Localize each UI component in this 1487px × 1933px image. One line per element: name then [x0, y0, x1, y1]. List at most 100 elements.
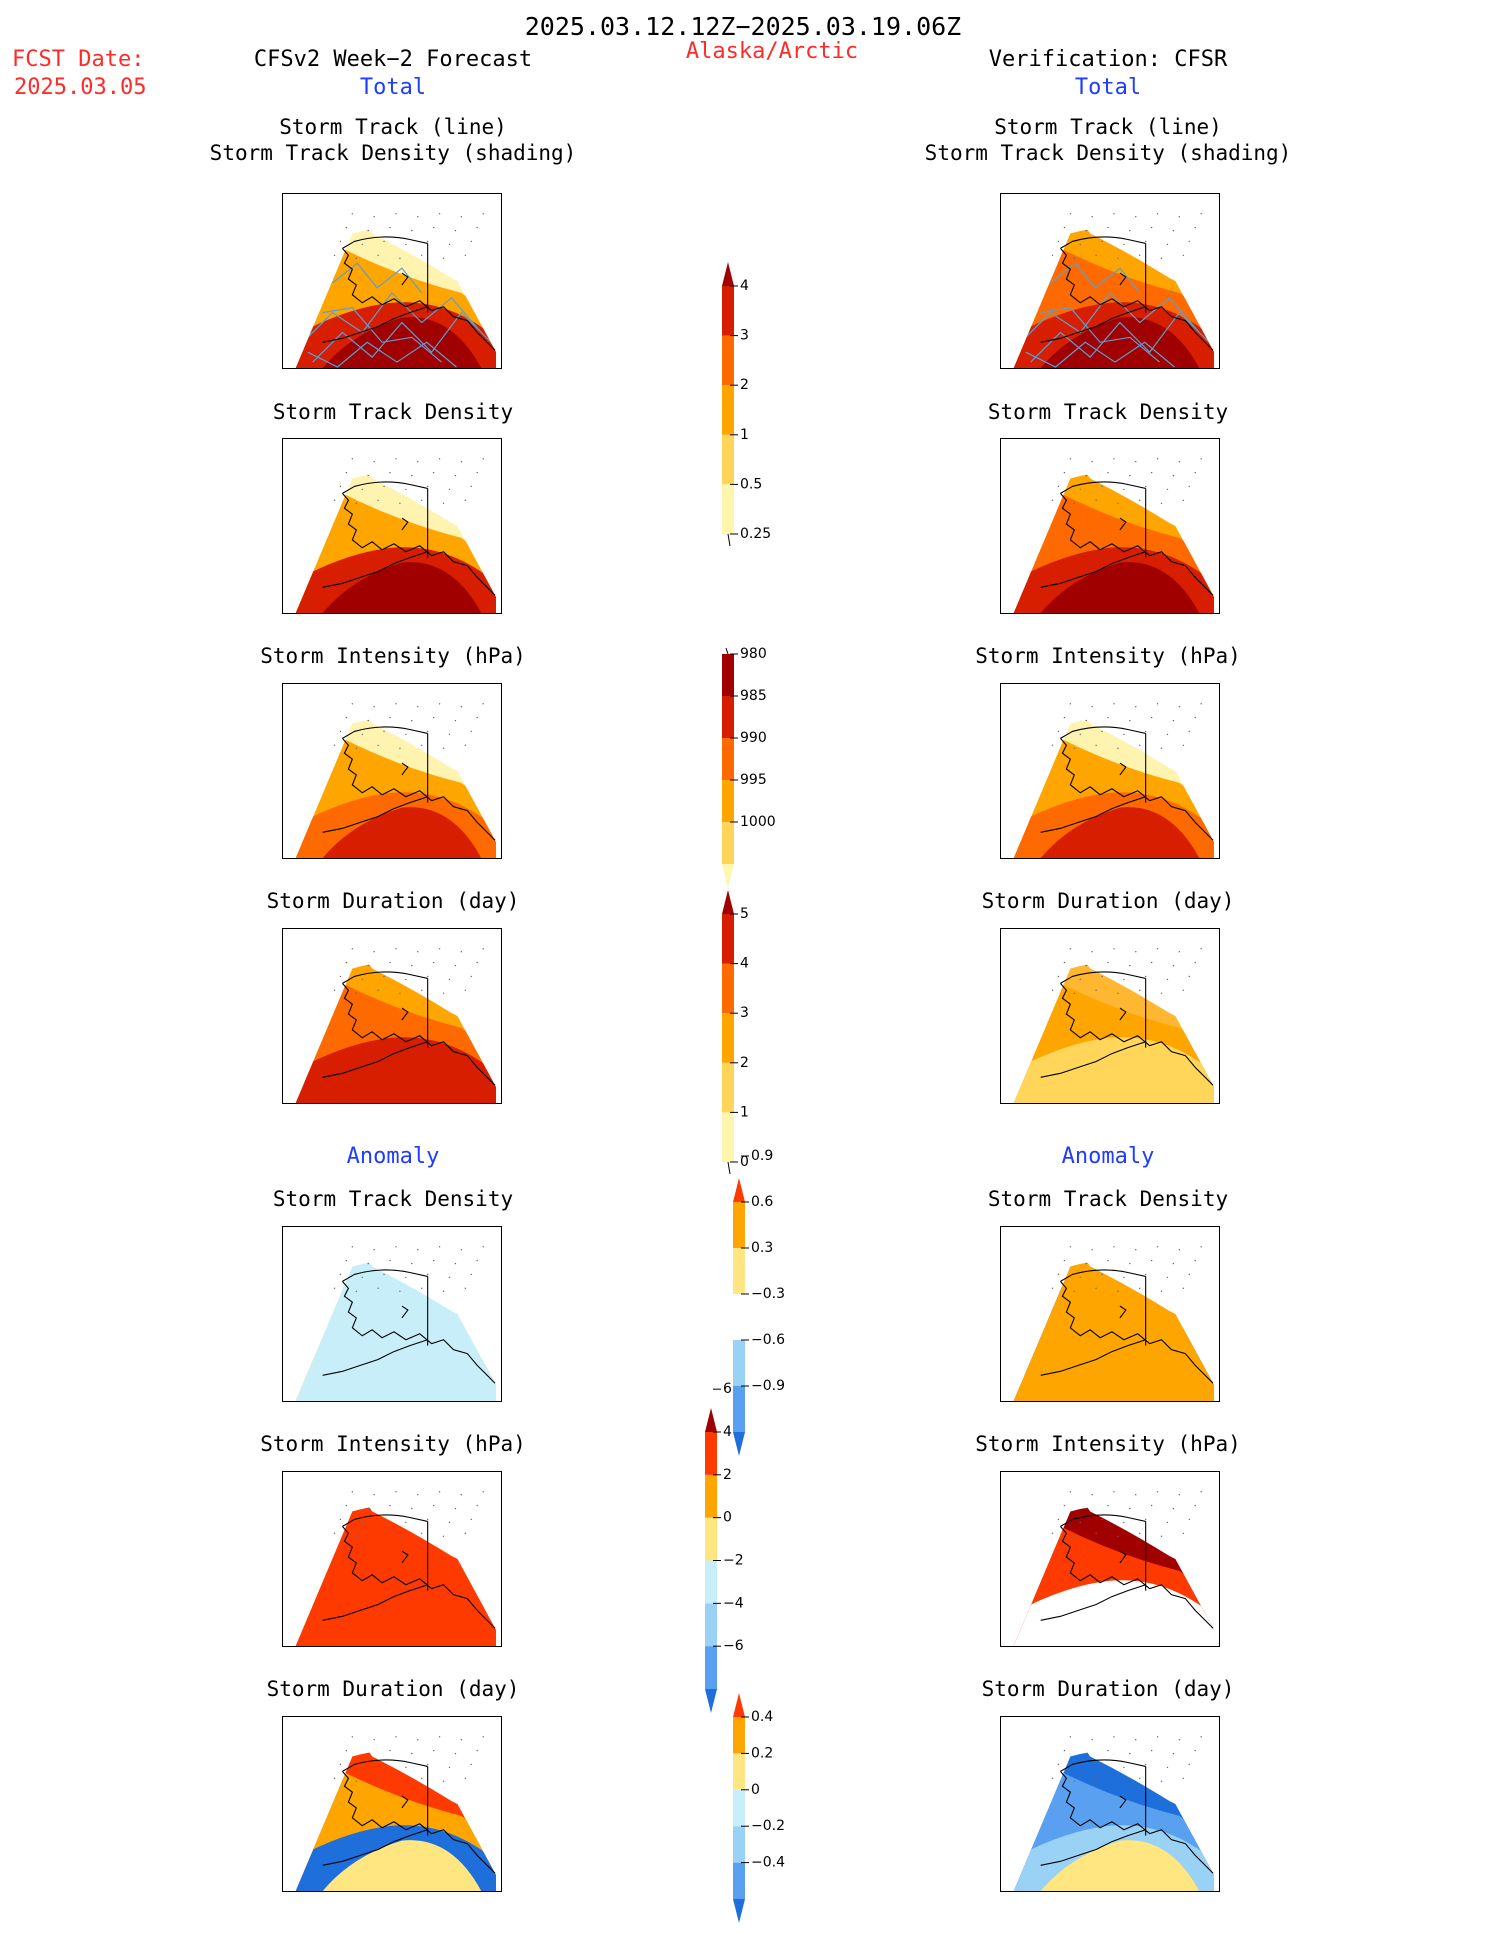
colorbar-label: 5: [740, 906, 749, 922]
colorbar-segment: [722, 738, 734, 780]
colorbar-label: 1: [740, 427, 749, 443]
title-duration-right: Storm Duration (day): [981, 889, 1235, 913]
title-density-right: Storm Track Density: [987, 400, 1229, 424]
shading-layer: [1040, 1840, 1200, 1891]
map-verification-anomaly-intensity: [1000, 1471, 1220, 1647]
map-forecast-duration: [282, 928, 502, 1104]
colorbar-density: 0.25 0.5 1 2 3 4: [722, 262, 802, 550]
map-verification-anomaly-duration: [1000, 1716, 1220, 1892]
storm-track-lines: [1020, 227, 1210, 368]
colorbar-segment: [733, 1753, 745, 1790]
colorbar-segment: [705, 1646, 717, 1689]
coastline: [322, 726, 496, 841]
colorbar-segment: [722, 335, 734, 386]
coastline: [1040, 481, 1214, 596]
title-anom-intensity-right: Storm Intensity (hPa): [975, 1432, 1241, 1456]
map-forecast-track-density: [282, 193, 502, 369]
colorbar-label: −0.2: [751, 1818, 785, 1834]
colorbar-duration: 0 1 2 3 4 5: [722, 890, 802, 1178]
colorbar-segment: [722, 484, 734, 534]
colorbar-anomaly-duration: −0.4 −0.2 0 0.2 0.4: [733, 1693, 813, 1933]
colorbar-anomaly-intensity: −6 −4 −2 0 2 4 6: [705, 1381, 785, 1723]
colorbar-label: 6: [723, 1381, 732, 1397]
colorbar-segment: [705, 1517, 717, 1561]
map-forecast-anomaly-density: [282, 1226, 502, 1402]
coastline: [1040, 236, 1214, 351]
title-anom-density-right: Storm Track Density: [987, 1187, 1229, 1211]
colorbar-segment: [722, 696, 734, 738]
colorbar-segment: [722, 780, 734, 822]
map-verification-duration: [1000, 928, 1220, 1104]
colorbar-label: −0.3: [751, 1286, 785, 1302]
colorbar-anomaly-density: −0.9 −0.6 −0.3 0.3 0.6 0.9: [733, 1148, 813, 1466]
map-verification-anomaly-density: [1000, 1226, 1220, 1402]
shading-layer: [1040, 562, 1200, 613]
shading-layer: [322, 562, 482, 613]
colorbar-label: 2: [740, 377, 749, 393]
colorbar-label: 980: [740, 646, 767, 662]
colorbar-segment: [722, 963, 734, 1014]
colorbar-label: 4: [740, 956, 749, 972]
colorbar-segment: [733, 1386, 745, 1432]
title-track-line-right: Storm Track (line): [994, 115, 1222, 139]
title-track-line-left: Storm Track (line): [279, 115, 507, 139]
colorbar-segment: [722, 864, 734, 888]
colorbar-segment: [722, 385, 734, 435]
colorbar-segment: [705, 1408, 717, 1432]
colorbar-segment: [722, 1112, 734, 1162]
map-verification-track-density: [1000, 193, 1220, 369]
coastline: [1040, 971, 1214, 1086]
colorbar-segment: [733, 1789, 745, 1827]
coastline: [1040, 726, 1214, 841]
colorbar-label: 2: [740, 1055, 749, 1071]
colorbar-segment: [722, 1062, 734, 1113]
title-anom-duration-right: Storm Duration (day): [981, 1677, 1235, 1701]
colorbar-label: 0.6: [751, 1194, 773, 1210]
shading-layer: [1012, 1037, 1215, 1103]
colorbar-label: 3: [740, 328, 749, 344]
title-anom-duration-left: Storm Duration (day): [266, 1677, 520, 1701]
title-density-left: Storm Track Density: [272, 400, 514, 424]
colorbar-segment: [733, 1294, 745, 1340]
colorbar-segment: [733, 1826, 745, 1863]
colorbar-label: −2: [723, 1553, 744, 1569]
colorbar-label: −0.9: [751, 1378, 785, 1394]
colorbar-label: 0.9: [751, 1148, 773, 1164]
title-track-shading-left: Storm Track Density (shading): [209, 141, 577, 165]
colorbar-label: 990: [740, 730, 767, 746]
shading-layer: [322, 807, 482, 858]
coastline: [1040, 1759, 1214, 1874]
colorbar-label: −0.6: [751, 1332, 785, 1348]
colorbar-label: 0.4: [751, 1709, 773, 1725]
colorbar-segment: [733, 1717, 745, 1754]
colorbar-label: 3: [740, 1005, 749, 1021]
colorbar-label: −6: [723, 1638, 744, 1654]
title-anom-intensity-left: Storm Intensity (hPa): [260, 1432, 526, 1456]
colorbar-segment: [733, 1862, 745, 1899]
map-forecast-density: [282, 438, 502, 614]
coastline: [322, 1514, 496, 1629]
colorbar-segment: [733, 1899, 745, 1923]
shading-layer: [1012, 1260, 1215, 1401]
colorbar-segment: [733, 1248, 745, 1294]
map-forecast-intensity: [282, 683, 502, 859]
map-forecast-anomaly-duration: [282, 1716, 502, 1892]
title-intensity-left: Storm Intensity (hPa): [260, 644, 526, 668]
colorbar-label: −4: [723, 1595, 744, 1611]
colorbar-segment: [705, 1603, 717, 1647]
colorbar-label: 0.2: [751, 1745, 773, 1761]
colorbar-label: 0: [740, 1154, 749, 1170]
coastline: [1040, 1514, 1214, 1629]
shading-layer: [322, 1840, 482, 1891]
colorbar-segment: [733, 1202, 745, 1248]
forecast-period-title: 2025.03.12.12Z−2025.03.19.06Z: [524, 12, 962, 41]
shading-layer: [1012, 1580, 1215, 1646]
colorbar-segment: [722, 286, 734, 336]
title-track-shading-right: Storm Track Density (shading): [924, 141, 1292, 165]
colorbar-label: 0: [751, 1782, 760, 1798]
colorbar-label: 4: [723, 1424, 732, 1440]
colorbar-label: 1: [740, 1104, 749, 1120]
storm-track-lines: [302, 227, 492, 368]
shading-layer: [1040, 807, 1200, 858]
colorbar-label: 0.5: [740, 476, 762, 492]
